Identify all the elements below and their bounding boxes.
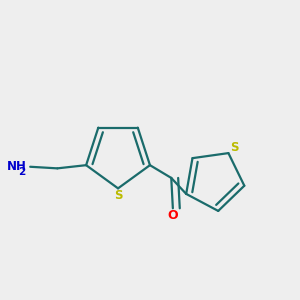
Text: S: S	[230, 141, 239, 154]
Text: 2: 2	[19, 167, 26, 177]
Text: O: O	[167, 209, 178, 222]
Text: NH: NH	[7, 160, 27, 172]
Text: S: S	[114, 189, 122, 202]
